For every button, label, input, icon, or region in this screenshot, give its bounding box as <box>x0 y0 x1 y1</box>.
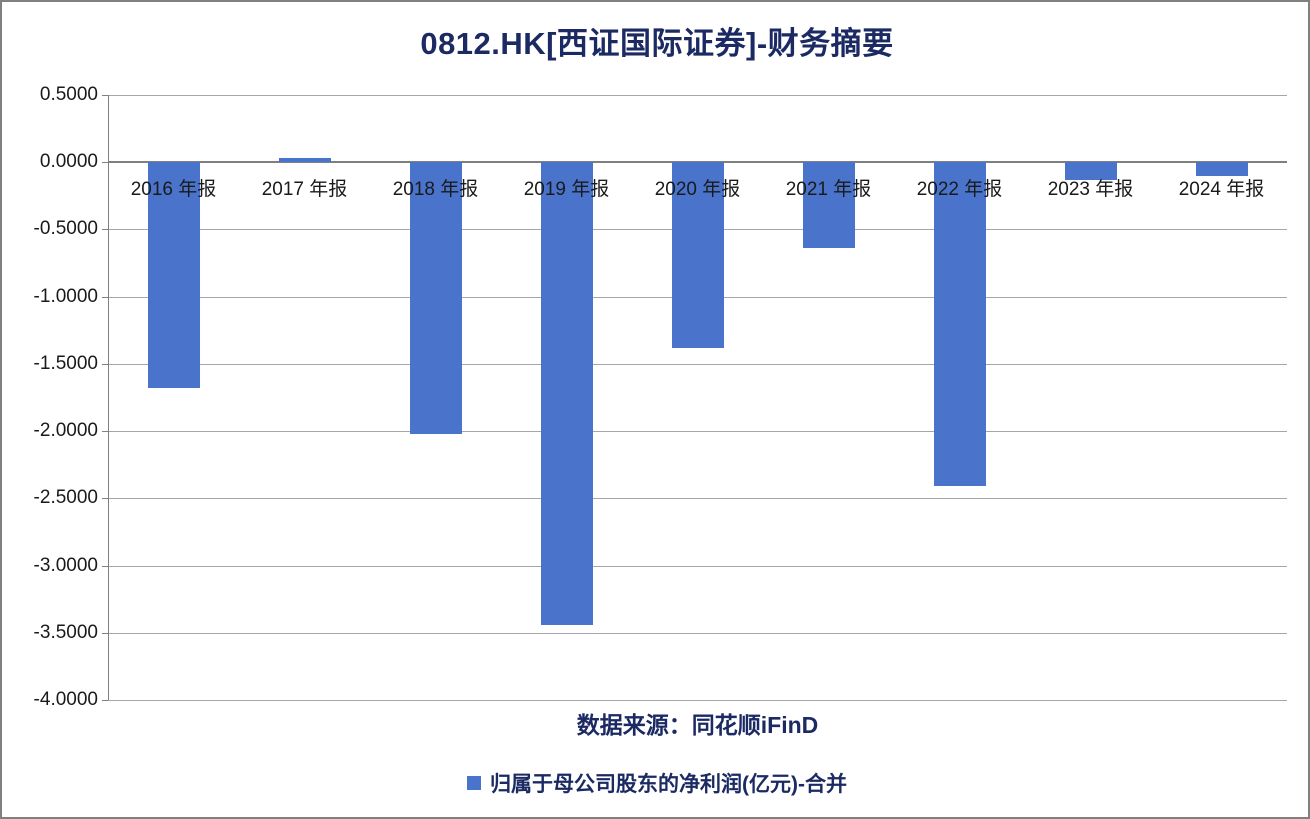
y-axis-tick-label: 0.5000 <box>39 84 98 105</box>
y-axis-tick <box>102 296 108 298</box>
gridline <box>108 95 1287 96</box>
y-axis-tick-label: -1.0000 <box>33 285 98 307</box>
legend-marker-icon <box>467 776 481 790</box>
bar-2019 <box>540 162 593 625</box>
y-axis-tick-label: 0.0000 <box>39 151 98 173</box>
bar-2022 <box>933 162 986 487</box>
bar-2021 <box>802 162 855 249</box>
gridline <box>108 700 1287 701</box>
y-axis-tick-label: -3.0000 <box>33 554 98 576</box>
gridline <box>108 498 1287 500</box>
gridline <box>108 565 1287 567</box>
x-axis-category-label: 2024 年报 <box>1178 179 1265 201</box>
x-axis-category-label: 2022 年报 <box>916 179 1003 201</box>
chart-title: 0812.HK[西证国际证券]-财务摘要 <box>420 26 894 61</box>
y-axis-tick <box>102 229 108 231</box>
x-axis-category-label: 2018 年报 <box>392 179 479 201</box>
legend: 归属于母公司股东的净利润(亿元)-合并 <box>2 768 1308 798</box>
x-axis-category-label: 2017 年报 <box>261 179 348 201</box>
legend-label: 归属于母公司股东的净利润(亿元)-合并 <box>490 773 847 796</box>
gridline <box>108 632 1287 634</box>
y-axis-tick <box>102 632 108 634</box>
y-axis-line <box>108 95 109 700</box>
y-axis-tick <box>102 565 108 567</box>
x-axis-category-label: 2019 年报 <box>523 179 610 201</box>
bar-2024 <box>1195 162 1248 176</box>
bar-2016 <box>147 162 200 389</box>
y-axis-tick-label: -2.0000 <box>33 420 98 442</box>
y-axis-tick <box>102 498 108 500</box>
y-axis-tick <box>102 363 108 365</box>
gridline <box>108 431 1287 433</box>
y-axis-tick <box>102 431 108 433</box>
y-axis-tick <box>102 95 108 96</box>
y-axis-tick-label: -0.5000 <box>33 218 98 240</box>
y-axis-tick-label: -2.5000 <box>33 487 98 509</box>
y-axis-tick <box>102 162 108 164</box>
x-axis-category-label: 2016 年报 <box>130 179 217 201</box>
bar-2020 <box>671 162 724 348</box>
bar-2023 <box>1064 162 1117 180</box>
y-axis-tick-label: -4.0000 <box>33 689 98 710</box>
data-source-label: 数据来源：同花顺iFinD <box>576 712 819 738</box>
x-axis-category-label: 2020 年报 <box>654 179 741 201</box>
gridline <box>108 363 1287 365</box>
y-axis-tick-label: -3.5000 <box>33 621 98 643</box>
x-axis-category-label: 2021 年报 <box>785 179 872 201</box>
bar-2017 <box>278 158 331 163</box>
bar-2018 <box>409 162 462 434</box>
y-axis-tick <box>102 700 108 701</box>
y-axis-tick-label: -1.5000 <box>33 352 98 374</box>
x-axis-category-label: 2023 年报 <box>1047 179 1134 201</box>
